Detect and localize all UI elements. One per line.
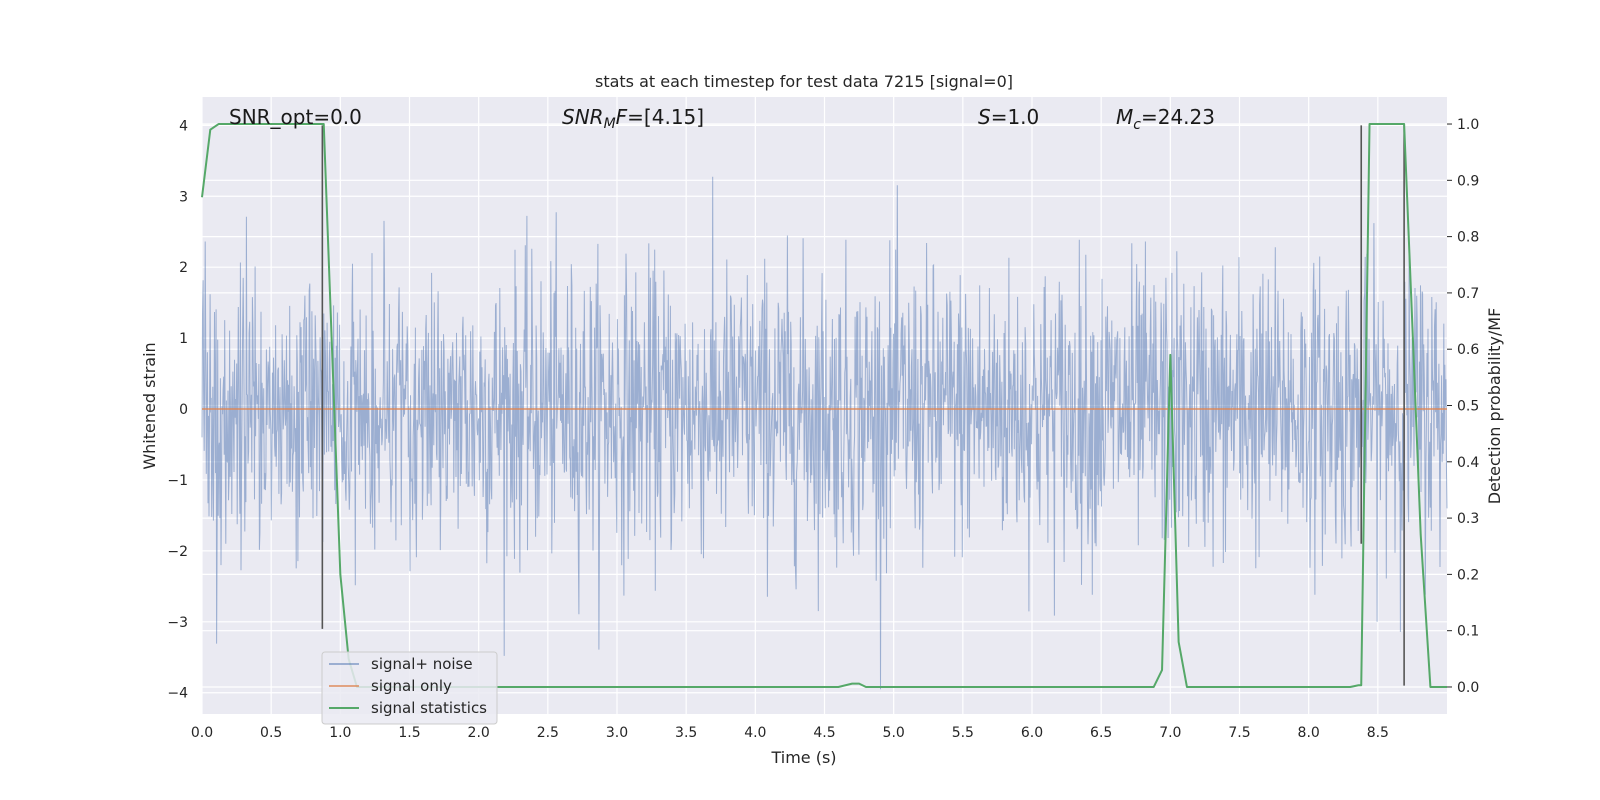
legend: signal+ noise signal only signal statist… xyxy=(321,651,498,725)
x-tick-label-5: 2.5 xyxy=(537,725,559,741)
x-tick-label-14: 7.0 xyxy=(1159,725,1181,741)
x-tick-label-11: 5.5 xyxy=(952,725,974,741)
vertical-lines xyxy=(321,125,1405,686)
x-tick-label-2: 1.0 xyxy=(329,725,351,741)
chart-title: stats at each timestep for test data 721… xyxy=(595,72,1013,91)
x-tick-label-1: 0.5 xyxy=(260,725,282,741)
y-right-tick-label-0: 1.0 xyxy=(1457,117,1479,133)
y-right-tick-label-8: 0.2 xyxy=(1457,567,1479,583)
annotation-mc: Mc=24.23 xyxy=(1116,105,1215,133)
y-left-axis-ticks: 4 3 2 1 0 −1 −2 −3 −4 xyxy=(167,118,188,701)
annotation-s: S=1.0 xyxy=(978,105,1039,129)
y-left-axis-label: Whitened strain xyxy=(140,342,159,469)
annotation-snr-opt: SNR_opt=0.0 xyxy=(229,105,362,129)
x-tick-label-17: 8.5 xyxy=(1367,725,1389,741)
x-tick-label-3: 1.5 xyxy=(398,725,420,741)
y-right-axis-label: Detection probability/MF xyxy=(1485,308,1504,505)
x-tick-label-13: 6.5 xyxy=(1090,725,1112,741)
y-right-tick-label-3: 0.7 xyxy=(1457,286,1479,302)
legend-label-stats: signal statistics xyxy=(371,699,487,717)
y-right-tick-label-7: 0.3 xyxy=(1457,511,1479,527)
noise-line xyxy=(201,176,1448,690)
legend-label-noise: signal+ noise xyxy=(371,655,473,673)
y-right-tick-label-5: 0.5 xyxy=(1457,399,1479,415)
y-left-tick-label-8: −4 xyxy=(167,686,188,702)
x-axis-ticks: 0.0 0.5 1.0 1.5 2.0 2.5 3.0 3.5 4.0 4.5 5.0 5.5 6.0 6… xyxy=(191,725,1389,741)
y-left-tick-label-5: −1 xyxy=(167,473,188,489)
y-left-tick-label-6: −2 xyxy=(167,544,188,560)
y-right-axis-ticks: 1.0 0.9 0.8 0.7 0.6 0.5 0.4 0.3 0.2 0.1 0.0 xyxy=(1447,117,1479,696)
y-left-tick-label-1: 3 xyxy=(179,189,188,205)
y-right-tick-label-6: 0.4 xyxy=(1457,455,1479,471)
x-tick-label-9: 4.5 xyxy=(813,725,835,741)
x-tick-label-6: 3.0 xyxy=(606,725,628,741)
x-tick-label-4: 2.0 xyxy=(468,725,490,741)
x-tick-label-12: 6.0 xyxy=(1021,725,1043,741)
annotations: SNR_opt=0.0 SNRMF=[4.15] S=1.0 Mc=24.23 xyxy=(229,105,1215,133)
x-tick-label-8: 4.0 xyxy=(744,725,766,741)
y-left-tick-label-3: 1 xyxy=(179,331,188,347)
y-left-tick-label-2: 2 xyxy=(179,260,188,276)
y-left-tick-label-4: 0 xyxy=(179,402,188,418)
x-tick-label-16: 8.0 xyxy=(1298,725,1320,741)
series-signal-noise xyxy=(201,176,1448,690)
x-tick-label-7: 3.5 xyxy=(675,725,697,741)
legend-label-signal: signal only xyxy=(371,677,452,695)
annotation-snr-mf: SNRMF=[4.15] xyxy=(562,105,704,132)
signal-statistics-line xyxy=(201,123,1447,688)
x-axis-label: Time (s) xyxy=(770,748,836,767)
series-signal-statistics xyxy=(201,123,1447,688)
x-tick-label-10: 5.0 xyxy=(883,725,905,741)
y-left-tick-label-0: 4 xyxy=(179,118,188,134)
y-right-tick-label-9: 0.1 xyxy=(1457,624,1479,640)
y-left-tick-label-7: −3 xyxy=(167,615,188,631)
y-right-tick-label-1: 0.9 xyxy=(1457,173,1479,189)
y-right-tick-label-4: 0.6 xyxy=(1457,342,1479,358)
x-tick-label-0: 0.0 xyxy=(191,725,213,741)
y-right-tick-label-10: 0.0 xyxy=(1457,680,1479,696)
x-tick-label-15: 7.5 xyxy=(1228,725,1250,741)
y-right-tick-label-2: 0.8 xyxy=(1457,230,1479,246)
legend-box xyxy=(321,651,498,725)
